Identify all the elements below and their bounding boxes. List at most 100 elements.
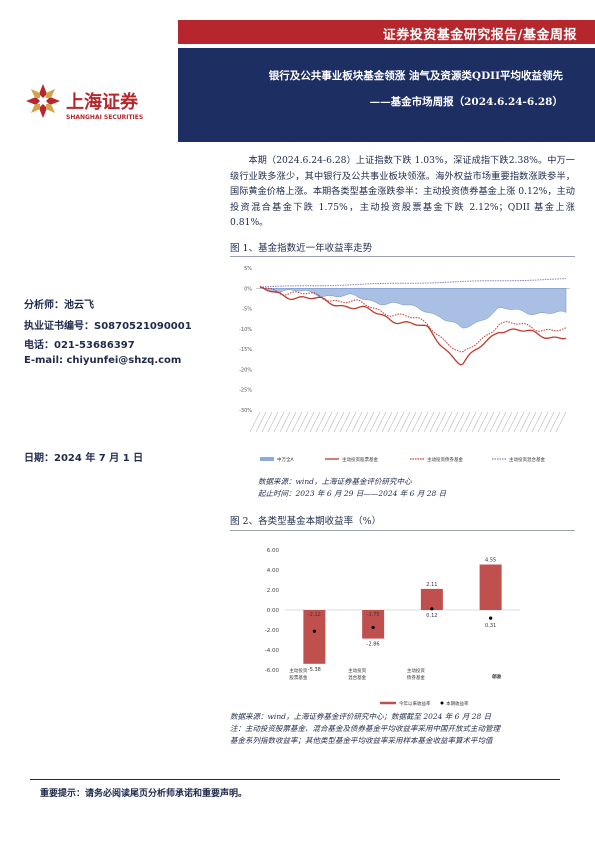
x-tick-label — [501, 411, 513, 433]
footer-rule — [30, 779, 560, 780]
dot-value-label: -1.75 — [367, 612, 380, 618]
company-logo: 上海证券 SHANGHAI SECURITIES — [22, 74, 172, 124]
x-tick-label — [411, 411, 423, 433]
x-tick-label — [471, 411, 483, 433]
x-tick-label — [267, 411, 279, 433]
x-tick-label — [297, 411, 309, 433]
report-subtitle: ——基金市场周报（2024.6.24-6.28） — [369, 96, 563, 108]
x-tick-label — [357, 411, 369, 433]
title-banner: 银行及公共事业板块基金领涨 油气及资源类QDII平均收益领先 ——基金市场周报（… — [178, 48, 595, 142]
x-tick-label — [447, 411, 459, 433]
figure1-period: 起止时间：2023 年 6 月 29 日——2024 年 6 月 28 日 — [258, 489, 447, 498]
logo-mark-icon — [26, 84, 60, 118]
x-tick-label — [405, 411, 417, 433]
x-tick-label — [441, 411, 453, 433]
bar-ytd-return — [303, 610, 326, 664]
figure2-note-2: 基金系列指数收益率；其他类型基金平均收益率采用样本基金收益率算术平均值 — [230, 736, 493, 745]
footer-notice: 重要提示：请务必阅读尾页分析师承诺和重要声明。 — [40, 789, 248, 799]
report-type: 证券投资基金研究报告/基金周报 — [382, 28, 577, 43]
x-tick-label — [345, 411, 357, 433]
legend-swatch-period — [440, 701, 444, 705]
y-tick-label: 6.00 — [267, 548, 280, 554]
category-label: QDII — [492, 674, 502, 680]
x-tick-label — [465, 411, 477, 433]
x-tick-label — [291, 411, 303, 433]
y-tick-label: 5% — [244, 266, 252, 272]
figure2-caption-rule — [230, 530, 575, 531]
category-label: 主动投资 — [348, 667, 366, 674]
legend-swatch — [260, 457, 274, 461]
bar-ytd-return — [362, 610, 385, 639]
y-tick-label: -6.00 — [265, 668, 280, 674]
analyst-email: E-mail: chiyunfei@shzq.com — [24, 355, 182, 366]
summary-paragraph: 本期（2024.6.24-6.28）上证指数下跌 1.03%，深证成指下跌2.3… — [230, 155, 575, 228]
x-tick-label — [363, 411, 375, 433]
x-tick-label — [339, 411, 351, 433]
figure2-caption: 图 2、各类型基金本期收益率（%） — [230, 516, 382, 527]
report-type-banner: 证券投资基金研究报告/基金周报 — [178, 20, 595, 44]
x-tick-label — [543, 411, 555, 433]
x-tick-label — [483, 411, 495, 433]
figure1-caption-rule — [230, 256, 575, 257]
y-tick-label: -20% — [239, 367, 252, 373]
line-hybrid-fund — [259, 285, 567, 353]
x-tick-label — [417, 411, 429, 433]
x-tick-label — [423, 411, 435, 433]
y-tick-label: -5% — [242, 307, 252, 313]
x-tick-label — [369, 411, 381, 433]
category-label: 主动投资 — [289, 667, 307, 674]
y-tick-label: -2.00 — [265, 628, 280, 634]
y-tick-label: -25% — [239, 388, 252, 394]
logo-name-en: SHANGHAI SECURITIES — [66, 114, 144, 121]
y-tick-label: 2.00 — [267, 588, 280, 594]
y-tick-label: -4.00 — [265, 648, 280, 654]
figure2-bar-chart: 6.00 4.00 2.00 0.00 -2.00 -4.00 -6.00 -5.38 -2.… — [265, 548, 520, 707]
x-tick-label — [375, 411, 387, 433]
x-tick-label — [399, 411, 411, 433]
line-bond-fund — [259, 278, 567, 288]
area-shenwan-qa — [259, 288, 567, 329]
legend-label: 主动投资股票基金 — [342, 456, 378, 463]
bar-ytd-return — [479, 564, 502, 610]
x-tick-label — [273, 411, 285, 433]
category-label: 基金 — [492, 673, 501, 680]
report-title: 银行及公共事业板块基金领涨 油气及资源类QDII平均收益领先 — [268, 70, 563, 82]
x-tick-label — [321, 411, 333, 433]
x-tick-label — [279, 411, 291, 433]
dot-value-label: -2.12 — [308, 612, 321, 618]
x-tick-label — [513, 411, 525, 433]
dot-period-return — [489, 616, 493, 620]
y-tick-label: -10% — [239, 327, 252, 333]
bar-ytd-return — [420, 588, 443, 610]
x-tick-label — [255, 411, 267, 433]
bar-value-label: 2.11 — [426, 582, 437, 588]
y-tick-label: -30% — [239, 408, 252, 414]
category-label: 主动投资 — [407, 667, 425, 674]
x-tick-label — [435, 411, 447, 433]
bar-value-label: -5.38 — [308, 667, 321, 673]
x-tick-label — [531, 411, 543, 433]
figure1-caption: 图 1、基金指数近一年收益率走势 — [230, 243, 373, 254]
y-tick-label: 0.00 — [267, 608, 280, 614]
x-tick-label — [315, 411, 327, 433]
y-tick-label: 4.00 — [267, 568, 280, 574]
x-tick-label — [555, 411, 567, 433]
logo-name-cn: 上海证券 — [66, 92, 138, 113]
figure2-source: 数据来源：wind，上海证券基金评价研究中心；数据截至 2024 年 6 月 2… — [230, 712, 492, 721]
x-tick-label — [519, 411, 531, 433]
x-tick-label — [309, 411, 321, 433]
x-tick-label — [525, 411, 537, 433]
analyst-license: 执业证书编号：S0870521090001 — [24, 321, 192, 332]
x-tick-label — [327, 411, 339, 433]
x-tick-label — [285, 411, 297, 433]
category-label: 股票基金 — [289, 674, 307, 681]
x-tick-label — [459, 411, 471, 433]
x-tick-label — [489, 411, 501, 433]
bar-value-label: 4.55 — [485, 558, 496, 564]
x-tick-label — [333, 411, 345, 433]
legend-label-ytd: 今年以来收益率 — [399, 700, 431, 707]
category-label: 债券基金 — [407, 674, 425, 681]
x-tick-label — [249, 411, 261, 433]
x-tick-label — [387, 411, 399, 433]
analyst-phone: 电话：021-53686397 — [24, 340, 135, 351]
